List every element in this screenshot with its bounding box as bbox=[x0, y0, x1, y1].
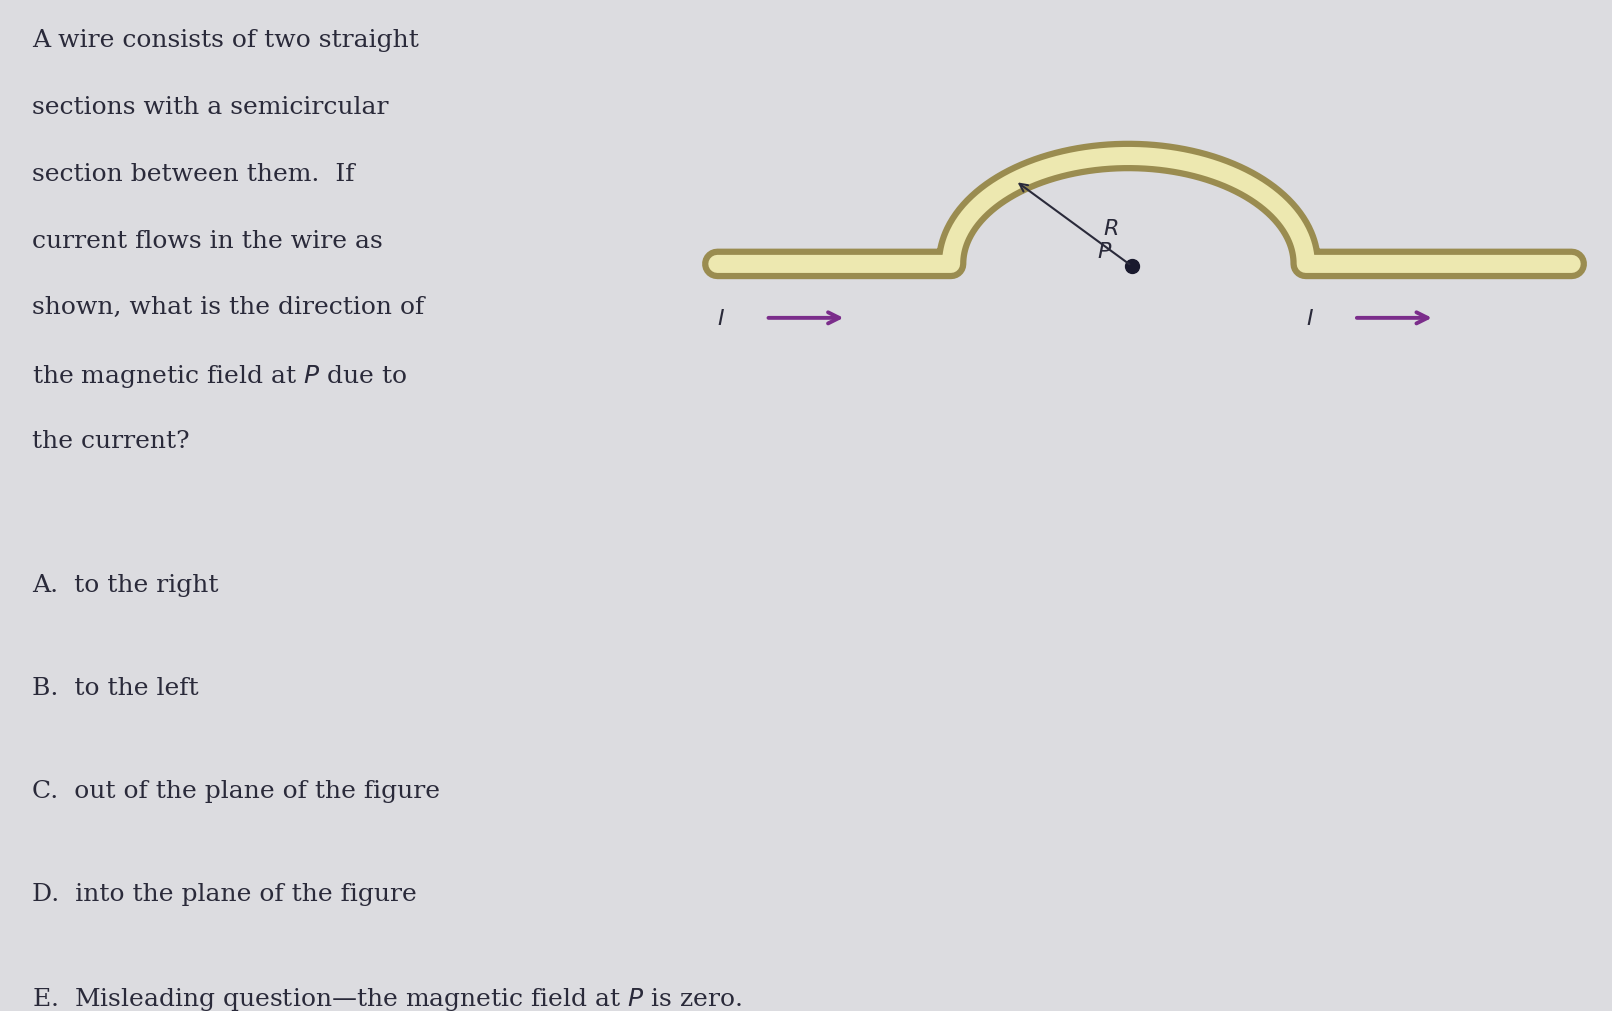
Text: the current?: the current? bbox=[32, 430, 190, 452]
Text: $P$: $P$ bbox=[1096, 241, 1112, 263]
Text: the magnetic field at $P$ due to: the magnetic field at $P$ due to bbox=[32, 363, 408, 389]
Text: E.  Misleading question—the magnetic field at $P$ is zero.: E. Misleading question—the magnetic fiel… bbox=[32, 985, 742, 1011]
Text: section between them.  If: section between them. If bbox=[32, 163, 355, 186]
Text: A.  to the right: A. to the right bbox=[32, 573, 219, 596]
Text: sections with a semicircular: sections with a semicircular bbox=[32, 96, 388, 119]
Text: $I$: $I$ bbox=[1306, 307, 1314, 330]
Text: B.  to the left: B. to the left bbox=[32, 676, 198, 700]
Text: $I$: $I$ bbox=[717, 307, 725, 330]
Text: D.  into the plane of the figure: D. into the plane of the figure bbox=[32, 883, 418, 905]
Text: $R$: $R$ bbox=[1103, 218, 1117, 240]
Text: A wire consists of two straight: A wire consists of two straight bbox=[32, 29, 419, 53]
Text: C.  out of the plane of the figure: C. out of the plane of the figure bbox=[32, 779, 440, 802]
Text: current flows in the wire as: current flows in the wire as bbox=[32, 229, 384, 253]
Text: shown, what is the direction of: shown, what is the direction of bbox=[32, 296, 424, 319]
